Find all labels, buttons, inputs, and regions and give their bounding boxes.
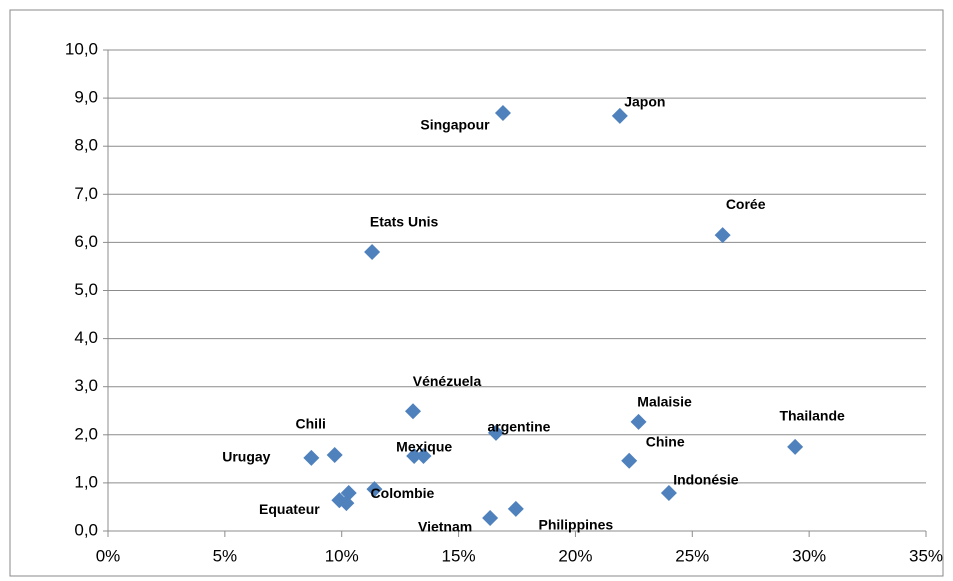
- point: [611, 107, 628, 124]
- point-label: Corée: [726, 196, 766, 212]
- point: [787, 438, 804, 455]
- y-tick-label: 9,0: [74, 88, 98, 107]
- x-tick-label: 5%: [213, 546, 238, 565]
- y-tick-label: 7,0: [74, 184, 98, 203]
- point: [406, 447, 423, 464]
- point: [303, 449, 320, 466]
- point: [415, 447, 432, 464]
- point-label: Philippines: [538, 517, 613, 533]
- y-tick-label: 6,0: [74, 232, 98, 251]
- x-tick-label: 20%: [558, 546, 592, 565]
- x-tick-label: 25%: [675, 546, 709, 565]
- x-tick-label: 30%: [792, 546, 826, 565]
- point: [482, 510, 499, 527]
- x-tick-label: 10%: [325, 546, 359, 565]
- y-tick-label: 0,0: [74, 520, 98, 539]
- x-tick-label: 0%: [96, 546, 121, 565]
- y-tick-label: 10,0: [65, 39, 98, 58]
- point: [364, 244, 381, 261]
- point-label: Colombie: [371, 485, 435, 501]
- point: [366, 481, 383, 498]
- point: [621, 452, 638, 469]
- y-tick-label: 2,0: [74, 424, 98, 443]
- point-label: Vietnam: [418, 519, 472, 535]
- point: [494, 105, 511, 122]
- x-tick-label: 35%: [909, 546, 943, 565]
- point-label: Thailande: [779, 408, 845, 424]
- point-label: Chili: [296, 416, 326, 432]
- point: [630, 413, 647, 430]
- point-label: Malaisie: [637, 394, 692, 410]
- point-label: argentine: [487, 419, 550, 435]
- point-label: Equateur: [259, 501, 320, 517]
- y-tick-label: 3,0: [74, 376, 98, 395]
- y-tick-label: 5,0: [74, 280, 98, 299]
- point: [660, 485, 677, 502]
- y-tick-label: 4,0: [74, 328, 98, 347]
- y-tick-label: 1,0: [74, 472, 98, 491]
- point-label: Indonésie: [673, 472, 739, 488]
- chart-frame: [9, 9, 944, 577]
- point-label: Etats Unis: [370, 214, 439, 230]
- point: [338, 495, 355, 512]
- point-label: Japon: [624, 94, 665, 110]
- x-tick-label: 15%: [442, 546, 476, 565]
- point: [507, 500, 524, 517]
- point: [487, 424, 504, 441]
- point: [714, 227, 731, 244]
- point: [326, 447, 343, 464]
- y-tick-label: 8,0: [74, 136, 98, 155]
- point-label: Urugay: [222, 449, 270, 465]
- point-label: Singapour: [420, 117, 490, 133]
- point-label: Chine: [646, 433, 685, 449]
- point: [404, 403, 421, 420]
- point-label: Vénézuela: [413, 373, 482, 389]
- point-label: Mexique: [396, 439, 452, 455]
